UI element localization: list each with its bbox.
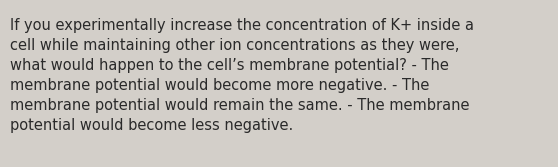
Text: cell while maintaining other ion concentrations as they were,: cell while maintaining other ion concent… (10, 38, 459, 53)
Text: what would happen to the cell’s membrane potential? - The: what would happen to the cell’s membrane… (10, 58, 449, 73)
Text: membrane potential would become more negative. - The: membrane potential would become more neg… (10, 78, 429, 93)
Text: If you experimentally increase the concentration of K+ inside a: If you experimentally increase the conce… (10, 18, 474, 33)
Text: potential would become less negative.: potential would become less negative. (10, 118, 294, 133)
Text: membrane potential would remain the same. - The membrane: membrane potential would remain the same… (10, 98, 469, 113)
